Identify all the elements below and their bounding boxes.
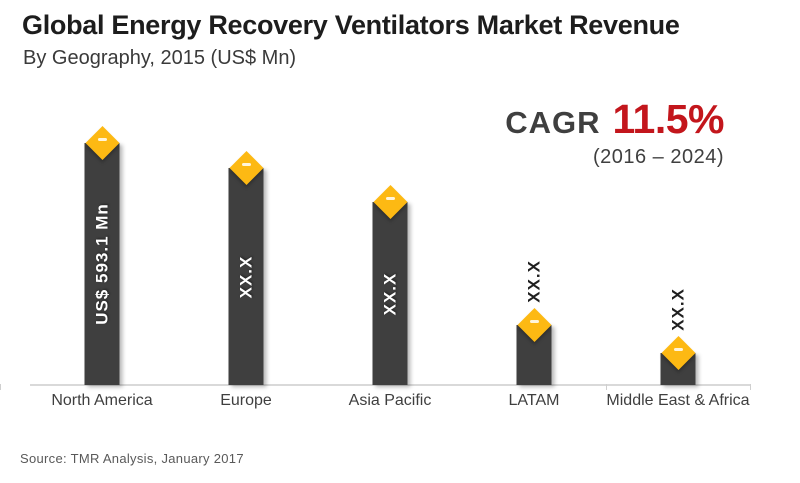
diamond-highlight — [673, 348, 683, 351]
cagr-label: CAGR — [505, 105, 601, 140]
category-label-latam: LATAM — [508, 392, 560, 409]
diamond-highlight — [529, 320, 539, 323]
bar-value-label: XX.X — [380, 272, 399, 315]
category-label-north-america: North America — [51, 392, 153, 409]
axis-tick — [0, 384, 1, 390]
diamond-marker-icon — [229, 151, 263, 185]
cagr-value: 11.5% — [612, 96, 725, 142]
x-axis-line — [30, 384, 751, 386]
axis-tick — [750, 384, 751, 390]
source-note: Source: TMR Analysis, January 2017 — [20, 451, 244, 466]
bar-latam: XX.X — [516, 260, 552, 385]
bar-europe: XX.X — [228, 151, 264, 385]
diamond-highlight — [97, 138, 107, 141]
category-label-asia-pacific: Asia Pacific — [348, 392, 432, 409]
diamond-marker-icon — [373, 185, 407, 219]
bar-value-label: US$ 593.1 Mn — [92, 203, 111, 325]
cagr-period: (2016 – 2024) — [592, 146, 724, 168]
diamond-marker-icon — [661, 336, 695, 370]
bar-middle-east-africa: XX.X — [660, 288, 696, 385]
category-label-europe: Europe — [220, 392, 272, 409]
diamond-highlight — [385, 197, 395, 200]
bar-value-label: XX.X — [524, 260, 543, 303]
bar-asia-pacific: XX.X — [372, 185, 408, 385]
chart-subtitle: By Geography, 2015 (US$ Mn) — [23, 47, 297, 69]
bar-value-label: XX.X — [236, 255, 255, 298]
diamond-marker-icon — [85, 126, 119, 160]
bar-north-america: US$ 593.1 Mn — [84, 126, 120, 385]
diamond-marker-icon — [517, 308, 551, 342]
chart-title: Global Energy Recovery Ventilators Marke… — [22, 10, 680, 40]
category-label-middle-east-africa: Middle East & Africa — [606, 392, 750, 409]
bar-value-label: XX.X — [668, 288, 687, 331]
axis-tick — [606, 384, 607, 390]
diamond-highlight — [241, 163, 251, 166]
cagr-annotation: CAGR 11.5% (2016 – 2024) — [505, 96, 724, 169]
